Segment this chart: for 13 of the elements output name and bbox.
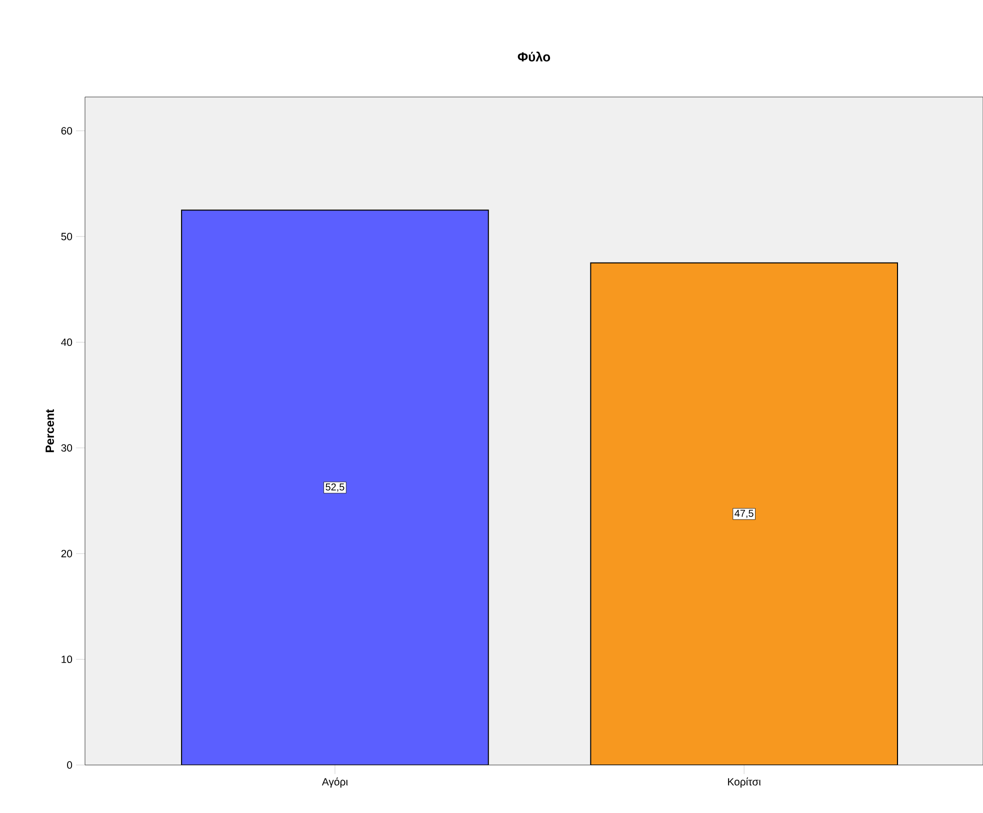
y-tick-label: 60 (61, 127, 72, 135)
y-tick-label: 10 (62, 656, 72, 664)
y-tick-label: 40 (61, 338, 72, 346)
y-tick-label: 0 (67, 761, 72, 769)
y-tick-label: 30 (61, 444, 72, 452)
data-label: 47,5 (734, 510, 754, 518)
x-tick-label: Αγόρι (322, 778, 348, 788)
x-tick-label: Κορίτσι (728, 778, 761, 788)
y-tick-label: 50 (61, 232, 72, 240)
y-tick-label: 20 (61, 550, 72, 558)
y-axis-title: Percent (46, 409, 54, 452)
data-label: 52,5 (326, 483, 344, 492)
chart-title: Φύλο (518, 52, 550, 62)
